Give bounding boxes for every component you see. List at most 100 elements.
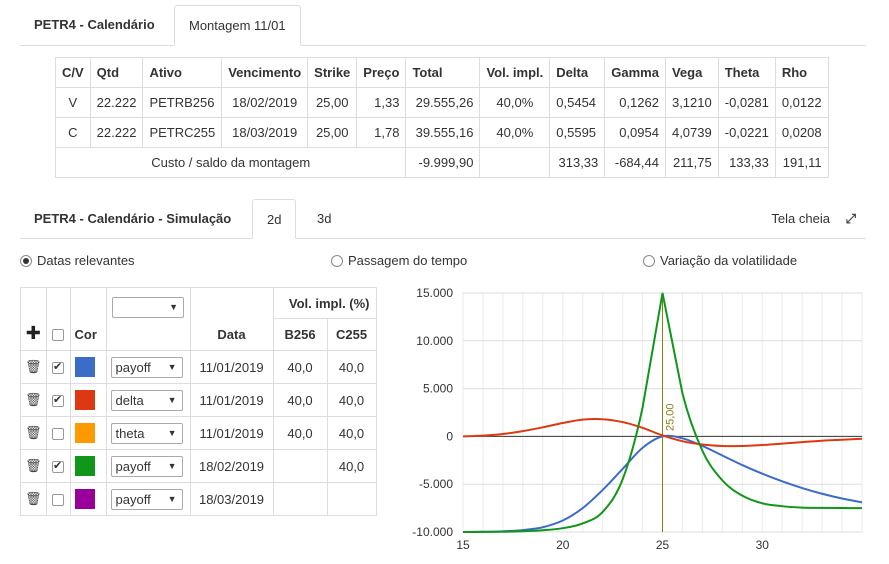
color-swatch[interactable] xyxy=(74,390,95,410)
cell-ativo: PETRB256 xyxy=(142,87,223,118)
chevron-down-icon: ▼ xyxy=(167,493,177,504)
table-row[interactable]: 🗑 delta ▼ 11/01/2019 40,0 40,0 xyxy=(20,383,377,417)
col-header-c255: C255 xyxy=(326,318,377,351)
positions-table: C/V Qtd Ativo Vencimento Strike Preço To… xyxy=(54,57,829,178)
tab-montagem[interactable]: Montagem 11/01 xyxy=(174,5,301,46)
row-date: 18/03/2019 xyxy=(189,482,274,516)
add-row-cell: ✚ xyxy=(20,287,47,351)
radio-relevant-dates[interactable]: Datas relevantes xyxy=(20,253,135,268)
cell-delta: 0,5454 xyxy=(549,87,606,118)
add-icon[interactable]: ✚ xyxy=(25,323,41,343)
col-header-vega: Vega xyxy=(664,57,719,88)
metric-select[interactable]: payoff ▼ xyxy=(110,455,183,477)
row-checkbox[interactable] xyxy=(52,459,65,474)
tab-2d[interactable]: 2d xyxy=(252,199,297,239)
color-swatch[interactable] xyxy=(74,357,95,377)
table-row[interactable]: 🗑 payoff ▼ 18/03/2019 xyxy=(20,482,377,516)
trash-icon[interactable]: 🗑 xyxy=(25,458,42,473)
row-checkbox[interactable] xyxy=(52,428,65,441)
cell-rho: 0,0122 xyxy=(774,87,829,118)
expand-icon: ⤢ xyxy=(845,211,856,226)
row-date: 11/01/2019 xyxy=(189,350,274,384)
row-vol-b256[interactable] xyxy=(272,449,328,483)
cell-preco: 1,78 xyxy=(356,117,407,148)
table-row[interactable]: V 22.222 PETRB256 18/02/2019 25,00 1,33 … xyxy=(55,87,829,118)
row-date: 18/02/2019 xyxy=(189,449,274,483)
table-row[interactable]: 🗑 payoff ▼ 18/02/2019 40,0 xyxy=(20,449,377,483)
col-header-qtd: Qtd xyxy=(89,57,144,88)
trash-icon[interactable]: 🗑 xyxy=(25,359,42,374)
trash-icon[interactable]: 🗑 xyxy=(25,491,42,506)
summary-row: Custo / saldo da montagem -9.999,90 313,… xyxy=(54,147,829,178)
metric-select-value: delta xyxy=(115,392,144,408)
color-swatch[interactable] xyxy=(74,489,95,509)
row-vol-b256[interactable]: 40,0 xyxy=(272,416,328,450)
row-date: 11/01/2019 xyxy=(189,383,274,417)
cell-preco: 1,33 xyxy=(356,87,407,118)
radio-unselected-icon xyxy=(643,254,655,267)
row-vol-b256[interactable] xyxy=(272,482,328,516)
cell-vega: 3,1210 xyxy=(664,87,719,118)
fullscreen-button[interactable]: Tela cheia ⤢ xyxy=(771,211,856,227)
row-vol-b256[interactable]: 40,0 xyxy=(272,350,328,384)
summary-rho: 191,11 xyxy=(774,147,829,178)
row-vol-c255[interactable]: 40,0 xyxy=(326,383,377,417)
x-tick-label: 25 xyxy=(656,538,670,552)
col-header-theta: Theta xyxy=(717,57,776,88)
col-header-total: Total xyxy=(405,57,481,88)
row-checkbox[interactable] xyxy=(52,494,65,507)
row-checkbox[interactable] xyxy=(52,360,65,375)
x-tick-label: 30 xyxy=(756,538,770,552)
radio-vol-change-label: Variação da volatilidade xyxy=(660,253,798,268)
y-tick-label: 15.000 xyxy=(416,286,453,300)
table-row[interactable]: C 22.222 PETRC255 18/03/2019 25,00 1,78 … xyxy=(55,117,829,148)
color-swatch[interactable] xyxy=(74,423,95,443)
cell-cv: C xyxy=(55,117,91,148)
trash-icon[interactable]: 🗑 xyxy=(25,392,42,407)
col-header-b256: B256 xyxy=(272,318,328,351)
color-swatch[interactable] xyxy=(74,456,95,476)
radio-relevant-dates-label: Datas relevantes xyxy=(37,253,135,268)
col-header-vencimento: Vencimento xyxy=(221,57,309,88)
table-row[interactable]: 🗑 theta ▼ 11/01/2019 40,0 40,0 xyxy=(20,416,377,450)
trash-icon[interactable]: 🗑 xyxy=(25,425,42,440)
chevron-down-icon: ▼ xyxy=(167,460,177,471)
cell-vega: 4,0739 xyxy=(664,117,719,148)
row-vol-c255[interactable]: 40,0 xyxy=(326,416,377,450)
select-all-cell xyxy=(45,287,71,351)
radio-time-passage[interactable]: Passagem do tempo xyxy=(331,253,467,268)
cell-qtd: 22.222 xyxy=(89,117,144,148)
metric-select[interactable]: payoff ▼ xyxy=(110,356,183,378)
metric-select[interactable]: delta ▼ xyxy=(110,389,183,411)
y-tick-label: 5.000 xyxy=(423,382,453,396)
table-row[interactable]: 🗑 payoff ▼ 11/01/2019 40,0 40,0 xyxy=(20,350,377,384)
cell-cv: V xyxy=(55,87,91,118)
col-header-delta: Delta xyxy=(549,57,606,88)
header-metric-select[interactable]: ▼ xyxy=(112,297,185,318)
row-checkbox[interactable] xyxy=(52,393,65,408)
sim-header-row-1: ✚ Cor ▼ Data Vol. impl. (%) xyxy=(20,287,377,351)
col-header-date: Data xyxy=(189,287,274,351)
col-header-vol-impl: Vol. impl. xyxy=(479,57,551,88)
col-header-rho: Rho xyxy=(774,57,829,88)
tab-3d[interactable]: 3d xyxy=(317,211,332,226)
radio-vol-change[interactable]: Variação da volatilidade xyxy=(643,253,797,268)
row-vol-c255[interactable] xyxy=(326,482,377,516)
row-vol-c255[interactable]: 40,0 xyxy=(326,449,377,483)
positions-header-row: C/V Qtd Ativo Vencimento Strike Preço To… xyxy=(55,57,829,88)
select-all-checkbox[interactable] xyxy=(52,328,65,341)
cell-vol-impl: 40,0% xyxy=(479,87,551,118)
summary-total: -9.999,90 xyxy=(405,147,481,178)
metric-select[interactable]: payoff ▼ xyxy=(110,488,183,510)
payoff-chart[interactable]: -10.000 -5.000 0 5.000 10.000 15.000 15 20 25 30 2… xyxy=(400,283,870,561)
cell-theta: -0,0281 xyxy=(717,87,776,118)
cell-gamma: 0,0954 xyxy=(604,117,666,148)
radio-selected-icon xyxy=(20,254,32,267)
top-tabbar: PETR4 - Calendário Montagem 11/01 xyxy=(20,5,866,46)
row-vol-c255[interactable]: 40,0 xyxy=(326,350,377,384)
header-select-cell: ▼ xyxy=(105,287,191,351)
metric-select[interactable]: theta ▼ xyxy=(110,422,183,444)
strike-label: 25,00 xyxy=(665,404,677,432)
col-header-strike: Strike xyxy=(307,57,358,88)
row-vol-b256[interactable]: 40,0 xyxy=(272,383,328,417)
